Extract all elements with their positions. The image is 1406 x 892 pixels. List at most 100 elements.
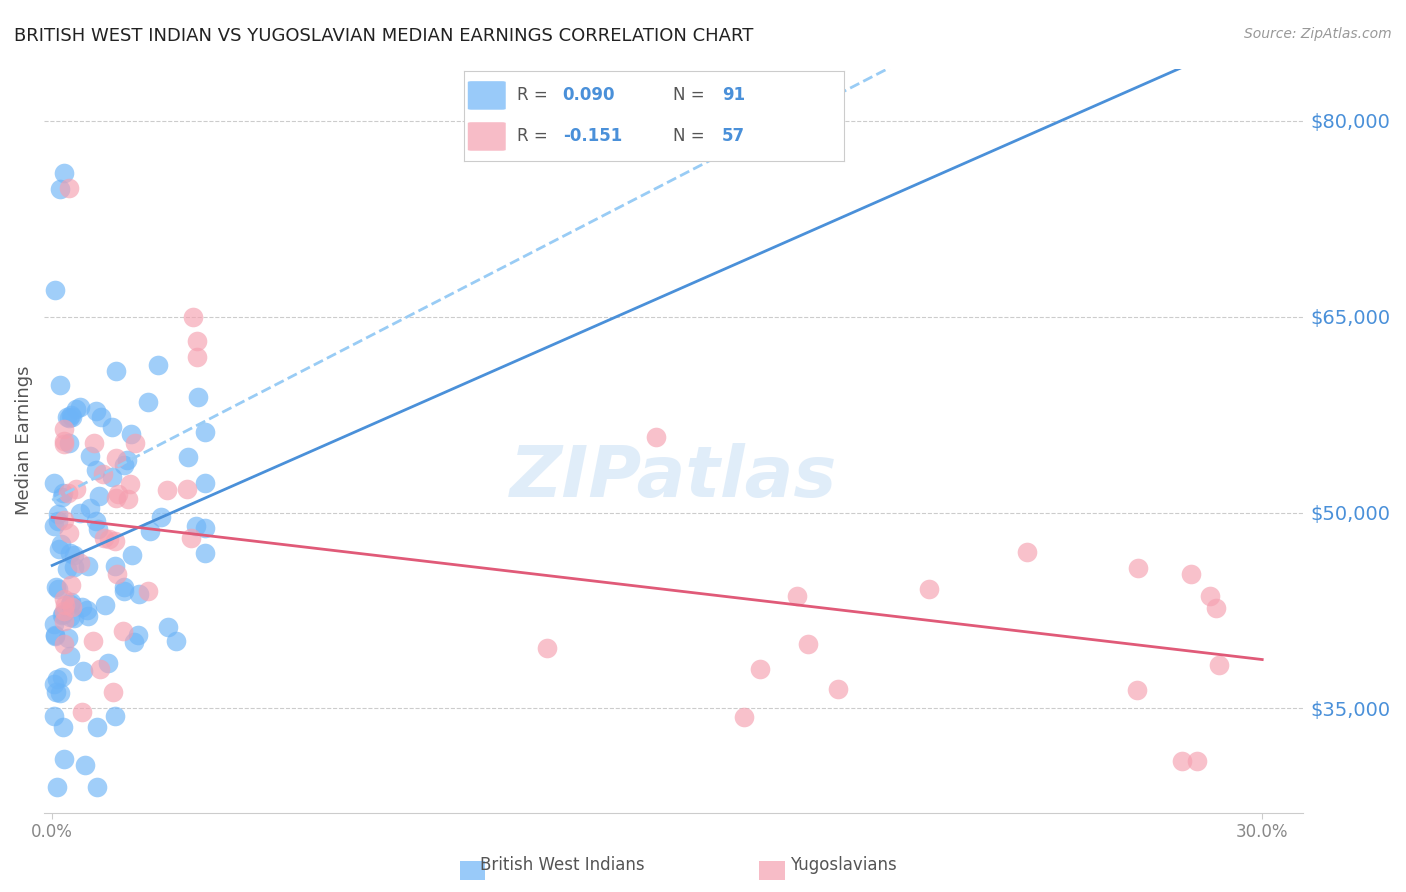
Point: [59, 578, 82, 592]
Text: R =: R =: [517, 128, 553, 145]
Point: [104, 709, 127, 723]
Point: [69, 556, 91, 570]
Point: [59, 609, 82, 624]
Point: [186, 334, 208, 349]
Point: [52, 607, 75, 621]
Point: [72, 706, 94, 720]
Point: [128, 587, 150, 601]
Point: [748, 662, 770, 676]
Point: [100, 470, 122, 484]
Point: [112, 580, 135, 594]
Point: [536, 641, 558, 656]
Point: [644, 430, 666, 444]
Point: [827, 682, 849, 697]
Point: [65, 402, 87, 417]
Text: R =: R =: [517, 87, 553, 104]
Point: [156, 483, 179, 498]
Point: [118, 477, 141, 491]
Text: BRITISH WEST INDIAN VS YUGOSLAVIAN MEDIAN EARNINGS CORRELATION CHART: BRITISH WEST INDIAN VS YUGOSLAVIAN MEDIA…: [14, 27, 754, 45]
Point: [56, 486, 79, 500]
Point: [1185, 754, 1208, 768]
Text: N =: N =: [673, 128, 710, 145]
Point: [60, 595, 83, 609]
Point: [104, 450, 127, 465]
Point: [58, 411, 80, 425]
Point: [60, 408, 83, 422]
Point: [79, 501, 101, 516]
Point: [59, 648, 82, 663]
Point: [93, 531, 115, 545]
Point: [176, 483, 198, 497]
Point: [55, 562, 77, 576]
Point: [105, 491, 128, 505]
Point: [45, 672, 67, 686]
Text: 91: 91: [723, 87, 745, 104]
Point: [90, 410, 112, 425]
Point: [53, 614, 76, 628]
Point: [44, 629, 66, 643]
FancyBboxPatch shape: [468, 122, 506, 151]
Point: [48, 378, 70, 392]
Point: [127, 628, 149, 642]
Point: [72, 665, 94, 679]
Point: [97, 532, 120, 546]
Point: [83, 436, 105, 450]
Point: [89, 662, 111, 676]
Point: [51, 670, 73, 684]
Point: [84, 463, 107, 477]
Point: [48, 582, 70, 596]
Point: [65, 482, 87, 496]
Point: [56, 631, 79, 645]
Point: [100, 420, 122, 434]
Point: [45, 580, 67, 594]
Point: [177, 450, 200, 465]
Point: [53, 434, 76, 448]
Point: [46, 515, 69, 529]
Point: [51, 537, 73, 551]
Point: [122, 635, 145, 649]
Point: [117, 491, 139, 506]
Point: [165, 633, 187, 648]
Point: [1198, 589, 1220, 603]
Point: [104, 559, 127, 574]
Point: [53, 603, 76, 617]
Point: [112, 458, 135, 473]
Point: [60, 410, 83, 425]
Point: [87, 522, 110, 536]
Point: [1126, 682, 1149, 697]
Point: [94, 599, 117, 613]
Point: [136, 584, 159, 599]
Point: [69, 506, 91, 520]
Point: [97, 657, 120, 671]
Point: [105, 566, 128, 581]
Point: [56, 409, 79, 424]
Point: [77, 609, 100, 624]
Point: [797, 637, 820, 651]
Point: [150, 509, 173, 524]
Point: [49, 686, 72, 700]
Point: [53, 513, 76, 527]
Point: [104, 364, 127, 378]
Point: [44, 628, 66, 642]
Point: [86, 514, 108, 528]
Point: [184, 518, 207, 533]
Point: [75, 757, 97, 772]
FancyBboxPatch shape: [468, 81, 506, 110]
Point: [107, 487, 129, 501]
Point: [53, 436, 76, 450]
Point: [86, 720, 108, 734]
Point: [79, 449, 101, 463]
Point: [60, 600, 83, 615]
Point: [49, 182, 72, 196]
Point: [86, 780, 108, 794]
Point: [84, 404, 107, 418]
Y-axis label: Median Earnings: Median Earnings: [15, 366, 32, 516]
Text: -0.151: -0.151: [562, 128, 621, 145]
Text: 0.090: 0.090: [562, 87, 616, 104]
Point: [52, 751, 75, 765]
Point: [52, 720, 75, 734]
Point: [1205, 601, 1227, 615]
Point: [76, 603, 98, 617]
Point: [112, 624, 135, 639]
Point: [918, 582, 941, 596]
